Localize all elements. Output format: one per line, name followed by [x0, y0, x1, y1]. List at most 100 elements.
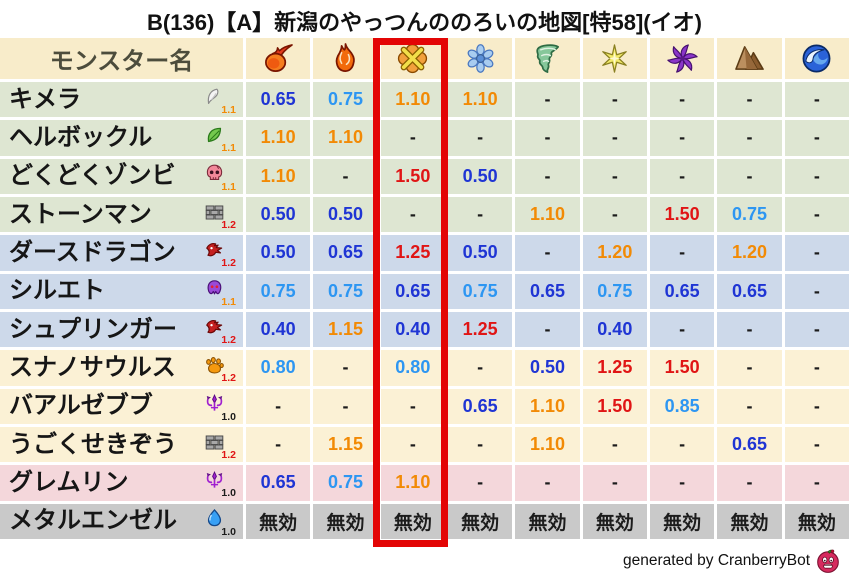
value-cell: 0.85 [650, 388, 715, 424]
value-cell: - [717, 82, 782, 118]
value-cell: 1.10 [380, 82, 445, 118]
paw-icon [205, 356, 229, 375]
value-cell: 無効 [246, 503, 311, 539]
value-cell: - [650, 120, 715, 156]
value-cell: - [515, 465, 580, 501]
monster-name: バアルゼブブ [9, 392, 153, 420]
value-cell: - [515, 120, 580, 156]
value-cell: 0.65 [515, 273, 580, 309]
value-cell: - [717, 158, 782, 194]
monster-name-cell: ダースドラゴン 1.2 [0, 235, 243, 271]
value-cell: - [380, 120, 445, 156]
element-header-tornado-icon [515, 38, 580, 79]
value-cell: 0.65 [246, 465, 311, 501]
value-cell: - [717, 388, 782, 424]
value-cell: 無効 [448, 503, 513, 539]
value-cell: 0.65 [246, 82, 311, 118]
wing-icon [205, 88, 229, 107]
value-cell: 1.50 [582, 388, 647, 424]
value-cell: - [650, 82, 715, 118]
monster-name-header: モンスター名 [0, 38, 243, 79]
value-cell: - [784, 196, 849, 233]
value-cell: 0.50 [515, 350, 580, 386]
value-cell: - [380, 196, 445, 233]
value-cell: 0.75 [313, 273, 378, 309]
slime-icon [205, 509, 229, 528]
value-cell: - [313, 158, 378, 194]
mountain-icon [734, 43, 765, 74]
value-cell: 1.10 [448, 82, 513, 118]
value-cell: 1.15 [313, 426, 378, 463]
value-cell: 0.65 [380, 273, 445, 309]
value-cell: - [717, 465, 782, 501]
value-cell: 1.25 [448, 311, 513, 348]
monster-name-cell: どくどくゾンビ 1.1 [0, 158, 243, 194]
value-cell: 無効 [515, 503, 580, 539]
monster-name-cell: シルエト 1.1 [0, 273, 243, 309]
monster-name: シュプリンガー [9, 315, 177, 343]
value-cell: 1.20 [717, 235, 782, 271]
value-cell: - [380, 388, 445, 424]
wave-icon [801, 43, 832, 74]
value-cell: 0.65 [717, 426, 782, 463]
value-cell: - [650, 465, 715, 501]
monster-name: メタルエンゼル [9, 507, 177, 535]
monster-name-cell: ストーンマン 1.2 [0, 196, 243, 233]
monster-name-cell: ヘルボックル 1.1 [0, 120, 243, 156]
monster-name: スナノサウルス [9, 353, 176, 381]
scale-badge: 1.0 [221, 410, 236, 423]
value-cell: 0.65 [650, 273, 715, 309]
element-header-pinwheel-icon [650, 38, 715, 79]
value-cell: 1.10 [515, 196, 580, 233]
monster-name: どくどくゾンビ [9, 162, 176, 190]
scale-badge: 1.0 [221, 525, 236, 538]
value-cell: - [784, 273, 849, 309]
value-cell: - [448, 350, 513, 386]
value-cell: - [784, 158, 849, 194]
element-header-wave-icon [784, 38, 849, 79]
resistance-table: モンスター名 キメラ 1.1 0.65 0.75 1.10 1.10- - - - - ヘルボックル 1… [0, 38, 849, 539]
scale-badge: 1.0 [221, 487, 236, 500]
element-header-flame-icon [313, 38, 378, 79]
flame-icon [330, 43, 361, 74]
value-cell: 1.50 [650, 196, 715, 233]
monster-name-cell: シュプリンガー 1.2 [0, 311, 243, 348]
value-cell: - [515, 158, 580, 194]
value-cell: 0.65 [313, 235, 378, 271]
value-cell: - [784, 426, 849, 463]
fireball-icon [263, 43, 294, 74]
value-cell: 1.10 [380, 465, 445, 501]
value-cell: - [515, 82, 580, 118]
element-header-fireball-icon [246, 38, 311, 79]
value-cell: 1.50 [650, 350, 715, 386]
value-cell: 0.65 [448, 388, 513, 424]
element-header-snowflake-icon [448, 38, 513, 79]
value-cell: - [582, 120, 647, 156]
value-cell: 0.40 [380, 311, 445, 348]
value-cell: - [246, 388, 311, 424]
value-cell: 1.25 [582, 350, 647, 386]
value-cell: 1.15 [313, 311, 378, 348]
value-cell: 無効 [380, 503, 445, 539]
value-cell: 無効 [313, 503, 378, 539]
value-cell: 1.20 [582, 235, 647, 271]
monster-name: グレムリン [9, 468, 129, 496]
value-cell: - [582, 426, 647, 463]
credit-text: generated by CranberryBot [623, 552, 810, 569]
monster-name: キメラ [9, 85, 81, 113]
monster-name-cell: メタルエンゼル 1.0 [0, 503, 243, 539]
dragon-icon [205, 318, 229, 337]
demon-icon [205, 394, 229, 413]
monster-name-cell: バアルゼブブ 1.0 [0, 388, 243, 424]
element-header-mountain-icon [717, 38, 782, 79]
value-cell: - [582, 158, 647, 194]
value-cell: - [448, 196, 513, 233]
value-cell: 0.75 [313, 465, 378, 501]
explosion-icon [397, 43, 428, 74]
value-cell: 無効 [717, 503, 782, 539]
value-cell: 0.75 [448, 273, 513, 309]
value-cell: - [380, 426, 445, 463]
skull-icon [205, 164, 229, 183]
monster-name-cell: グレムリン 1.0 [0, 465, 243, 501]
monster-name: ストーンマン [9, 200, 152, 228]
